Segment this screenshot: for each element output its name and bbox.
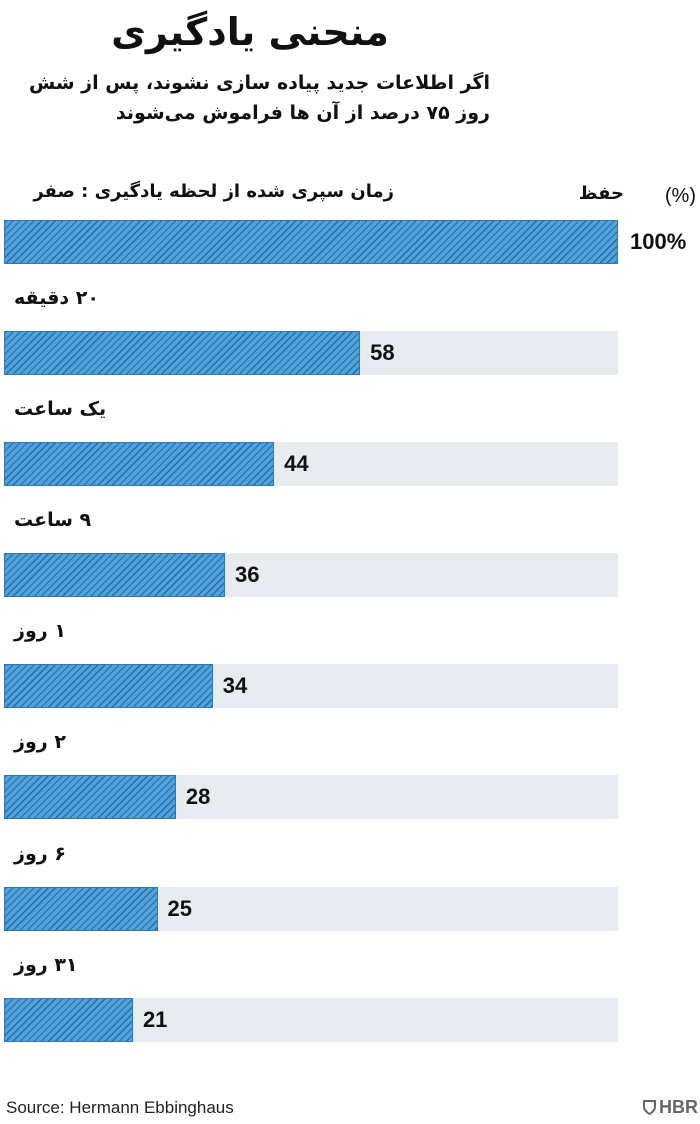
row-label: زمان سپری شده از لحظه یادگیری : صفر — [33, 181, 394, 202]
brand-logo: HBR — [632, 1097, 698, 1118]
row-label: ۲ روز — [14, 731, 66, 753]
data-label: 100% — [630, 229, 687, 254]
data-label: 58 — [370, 340, 395, 365]
data-label: 44 — [284, 451, 309, 476]
bar — [4, 442, 275, 486]
row-label: ۱ روز — [14, 620, 66, 642]
brand-label: HBR — [659, 1097, 698, 1117]
chart-subtitle: اگر اطلاعات جدید پیاده سازی نشوند، پس از… — [29, 72, 490, 125]
row-label: یک ساعت — [14, 398, 107, 420]
unit-label: (%) — [664, 185, 696, 207]
bar — [4, 998, 133, 1042]
bar — [4, 331, 361, 375]
data-label: 28 — [185, 784, 211, 809]
row-label: ۳۱ روز — [14, 954, 78, 976]
source-note: Source: Hermann Ebbinghaus — [6, 1098, 234, 1117]
bar — [4, 220, 618, 264]
row-label: ۹ ساعت — [14, 509, 92, 531]
hbr-shield-icon — [643, 1100, 656, 1116]
bar — [4, 887, 158, 931]
bar — [4, 664, 213, 708]
row-label: ۶ روز — [14, 843, 66, 865]
row-label: ۲۰ دقیقه — [14, 287, 99, 309]
data-label: 21 — [142, 1007, 168, 1032]
bar — [4, 553, 226, 597]
chart-title: منحنی یادگیری — [111, 10, 389, 54]
data-label: 36 — [235, 562, 260, 587]
data-label: 34 — [222, 673, 248, 698]
column-header: حفظ — [578, 183, 624, 204]
bar — [4, 775, 176, 819]
data-label: 25 — [167, 896, 192, 921]
